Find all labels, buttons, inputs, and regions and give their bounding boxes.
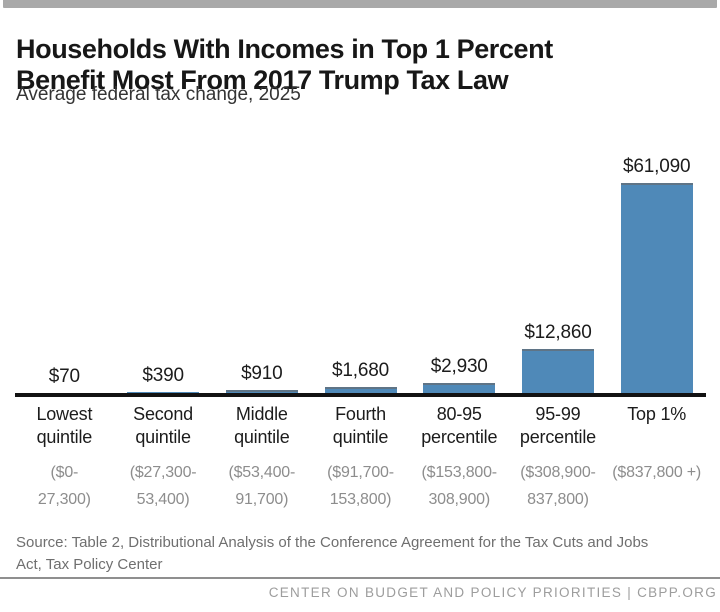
- category-label-line: quintile: [36, 426, 93, 447]
- bar-value-label: $12,860: [524, 321, 592, 343]
- income-range-line: 153,800): [329, 490, 392, 508]
- category-label-line: percentile: [421, 426, 498, 447]
- bar-chart-plot-area: $70 $390 $910 $1,680 $2,930 $12,860 $61,090: [15, 148, 706, 393]
- footer-brand: CENTER ON BUDGET AND POLICY PRIORITIES |…: [268, 585, 717, 600]
- footer-divider: [0, 577, 720, 579]
- income-range-line: ($0-: [50, 464, 79, 481]
- income-range-label: ($27,300- 53,400): [114, 460, 213, 514]
- category-label: 80-95 percentile: [410, 403, 509, 448]
- chart-title: Households With Incomes in Top 1 Percent…: [16, 34, 706, 96]
- income-range-line: 308,900): [428, 490, 491, 508]
- bar: [324, 387, 397, 393]
- category-label-line: Lowest: [36, 404, 93, 424]
- category-label-line: quintile: [332, 426, 389, 447]
- chart-column: $390: [114, 148, 213, 393]
- bar-value-label: $70: [48, 365, 80, 387]
- chart-column: $1,680: [311, 148, 410, 393]
- income-range-line: ($27,300-: [129, 464, 197, 481]
- bar: [225, 389, 298, 393]
- income-range-label: ($308,900- 837,800): [509, 460, 608, 514]
- category-label-line: percentile: [519, 426, 596, 447]
- income-range-line: ($308,900-: [520, 464, 596, 481]
- income-range-line: 837,800): [527, 490, 589, 508]
- bar: [127, 391, 200, 393]
- top-accent-bar: [3, 0, 717, 8]
- category-label: Middle quintile: [212, 403, 311, 448]
- category-label: Second quintile: [114, 403, 213, 448]
- chart-column: $2,930: [410, 148, 509, 393]
- income-range-line: 27,300): [37, 490, 91, 508]
- chart-column: $70: [15, 148, 114, 393]
- income-range-labels-row: ($0- 27,300) ($27,300- 53,400) ($53,400- 91,7…: [15, 460, 706, 514]
- bar-value-label: $61,090: [623, 156, 691, 177]
- chart-title-line2: Benefit Most From 2017 Trump Tax Law: [16, 65, 509, 96]
- category-label: Top 1%: [607, 403, 706, 448]
- income-range-line: ($153,800-: [421, 464, 498, 481]
- income-range-label: ($91,700- 153,800): [311, 460, 410, 514]
- chart-column: $910: [212, 148, 311, 393]
- income-range-label: ($153,800- 308,900): [410, 460, 509, 514]
- chart-title-line1: Households With Incomes in Top 1 Percent: [16, 34, 553, 65]
- income-range-label: ($837,800 +): [607, 460, 706, 514]
- income-range-line: ($53,400-: [228, 464, 296, 481]
- bar-value-label: $910: [241, 362, 283, 384]
- income-range-line: 53,400): [136, 490, 190, 508]
- category-label: Fourth quintile: [311, 403, 410, 448]
- category-label-line: Fourth: [335, 404, 386, 424]
- bar-value-label: $1,680: [332, 360, 389, 382]
- category-label: Lowest quintile: [15, 403, 114, 448]
- bar: [620, 183, 693, 393]
- category-labels-row: Lowest quintile Second quintile Middle quinti…: [15, 403, 706, 448]
- category-label-line: Middle: [235, 404, 288, 424]
- income-range-line: ($837,800 +): [612, 464, 702, 481]
- category-label-line: 80-95: [436, 404, 482, 424]
- category-label-line: Second: [133, 404, 193, 424]
- chart-column: $61,090: [607, 148, 706, 393]
- chart-column: $12,860: [509, 148, 608, 393]
- category-label-line: Top 1%: [627, 404, 687, 424]
- income-range-label: ($53,400- 91,700): [212, 460, 311, 514]
- category-label-line: quintile: [135, 426, 191, 447]
- x-axis-baseline: [15, 393, 706, 397]
- chart-subtitle: Average federal tax change, 2025: [16, 84, 301, 105]
- income-range-line: 91,700): [235, 490, 289, 508]
- bar-value-label: $2,930: [430, 355, 488, 377]
- bar-value-label: $390: [142, 364, 184, 386]
- source-note: Source: Table 2, Distributional Analysis…: [16, 534, 649, 573]
- bar: [423, 382, 496, 393]
- bar: [521, 348, 594, 393]
- category-label: 95-99 percentile: [509, 403, 608, 448]
- category-label-line: 95-99: [535, 404, 581, 424]
- income-range-label: ($0- 27,300): [15, 460, 114, 514]
- category-label-line: quintile: [234, 426, 290, 447]
- income-range-line: ($91,700-: [327, 464, 394, 481]
